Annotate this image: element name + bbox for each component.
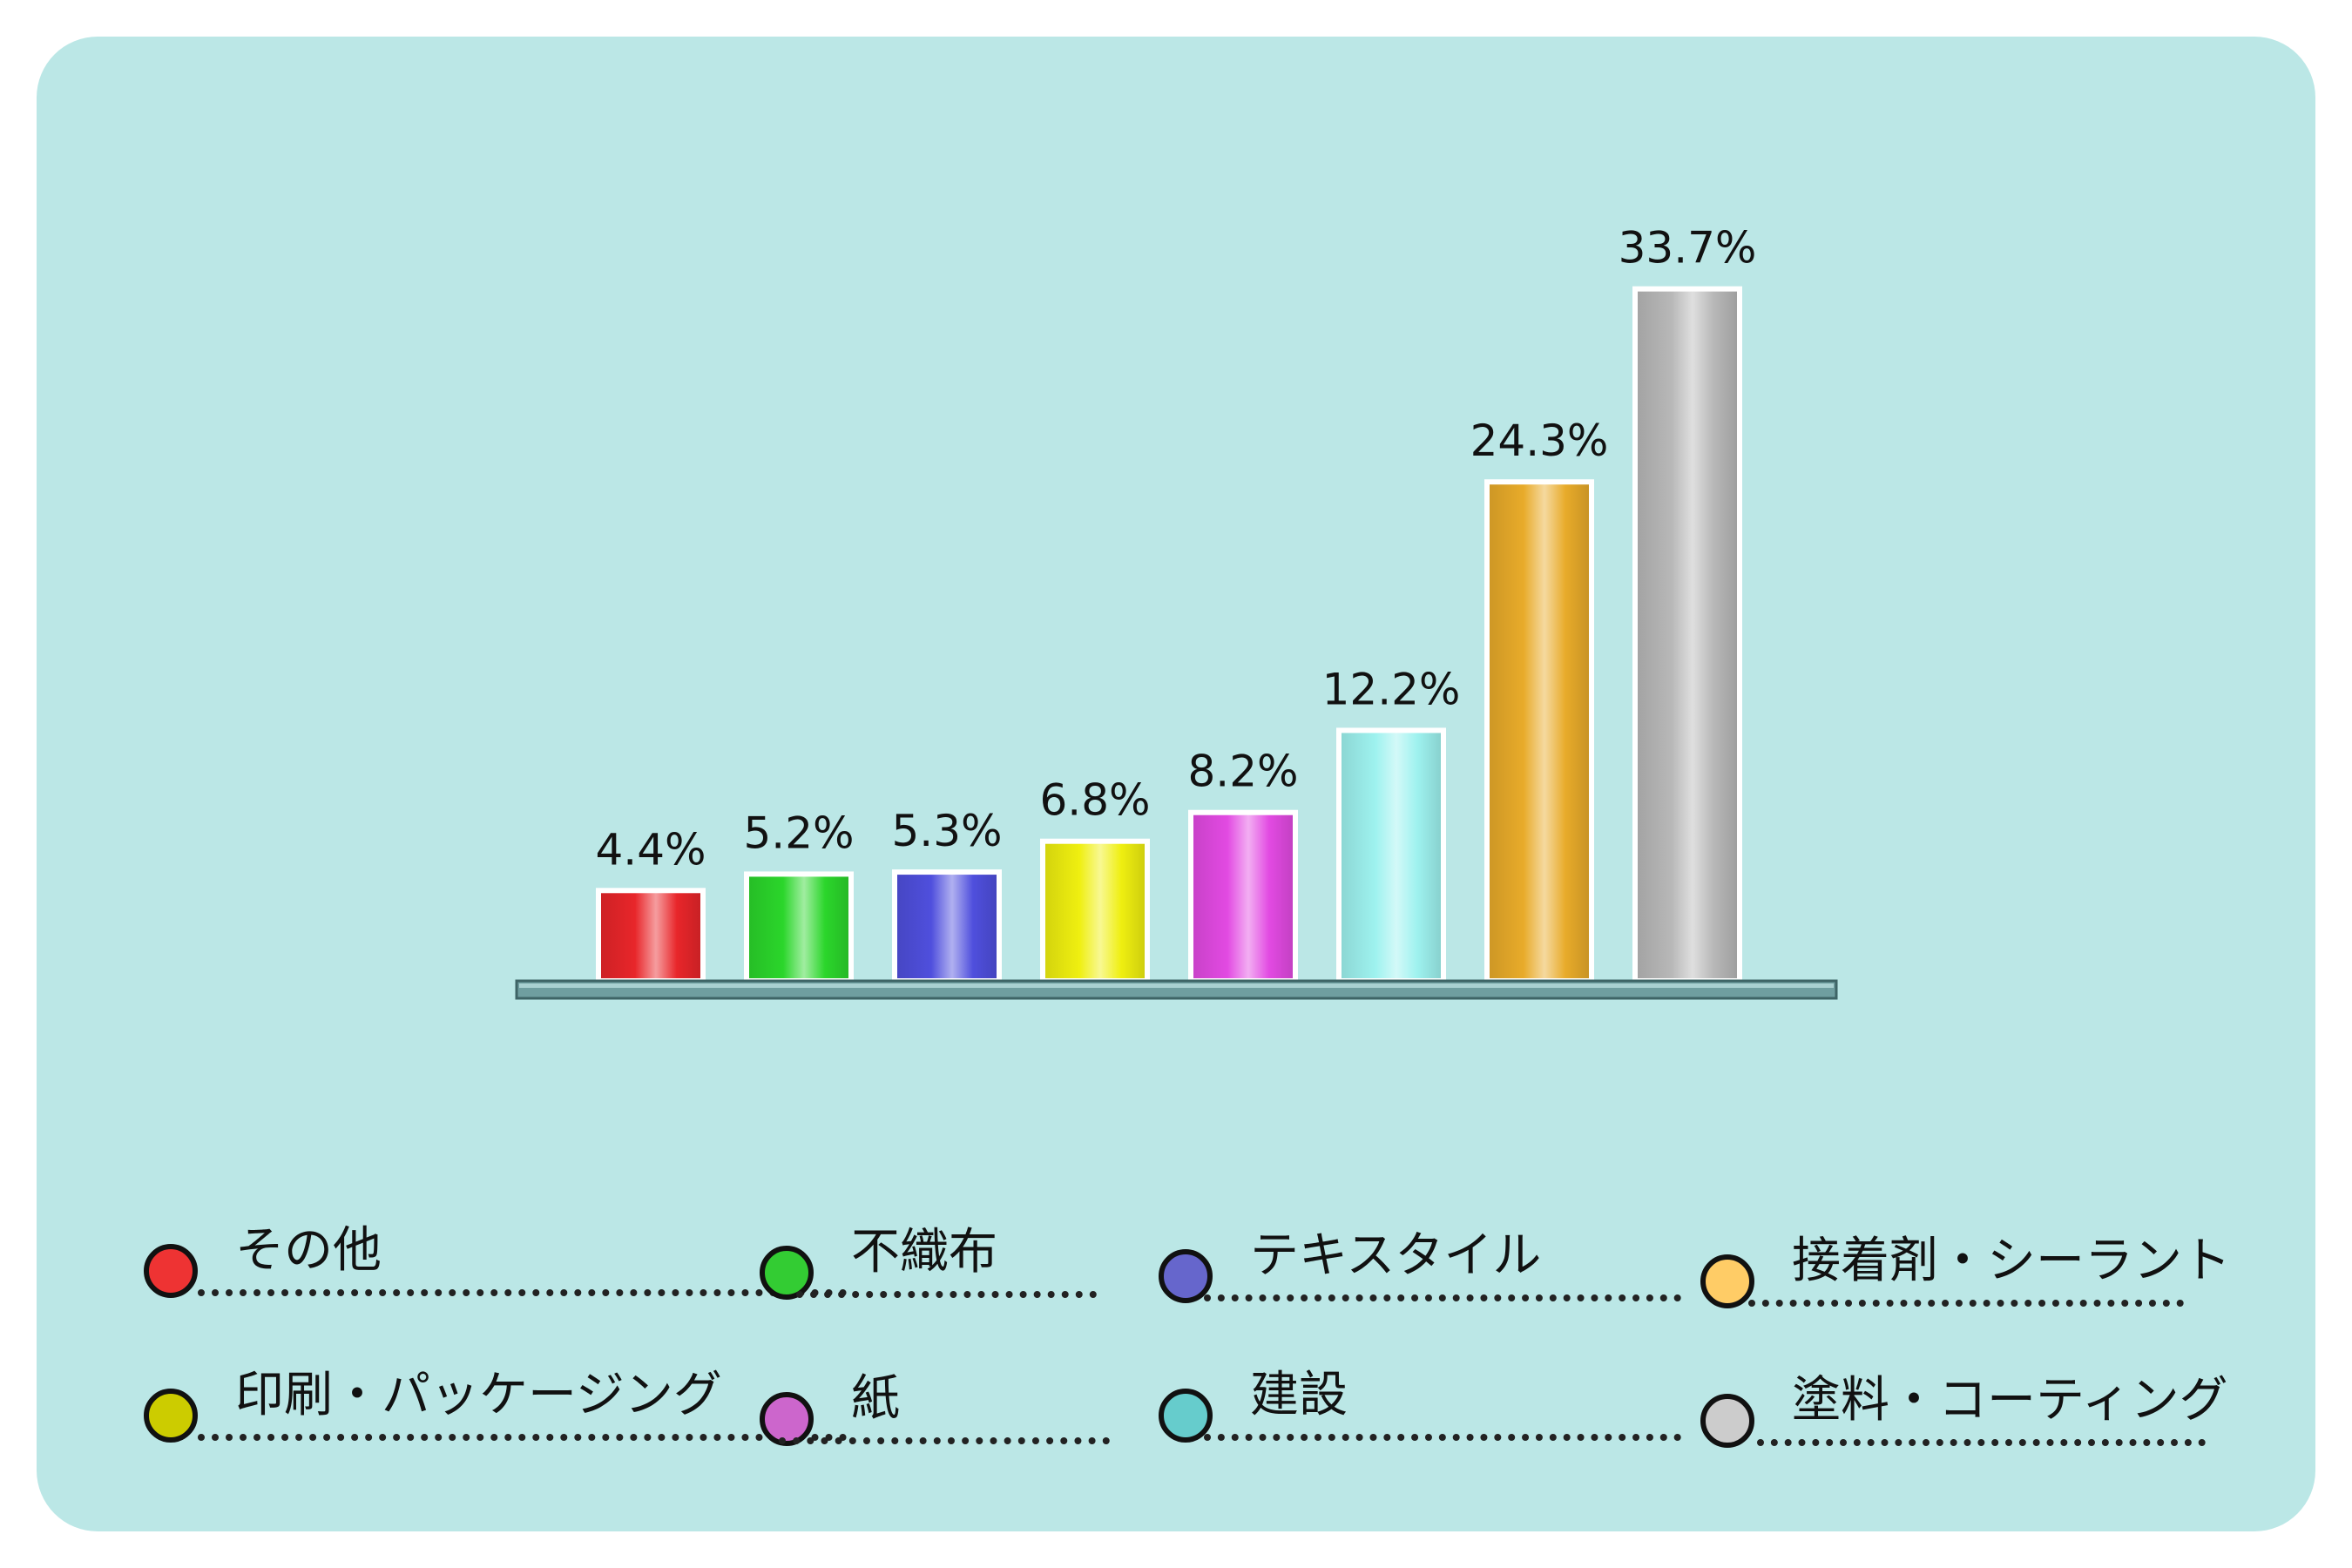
legend-dotted-line [1748,1300,2184,1307]
bar-value-label-6: 24.3% [1470,416,1609,466]
bar-5 [1336,727,1446,984]
legend-label-construction: 建設 [1250,1367,1348,1423]
legend-label-nonwoven: 不織布 [851,1224,997,1281]
legend-swatch-paper [760,1392,814,1446]
bar-0 [596,888,706,983]
bar-3 [1040,838,1150,984]
legend-dotted-line [796,1291,1097,1298]
legend-swatch-construction [1159,1389,1213,1443]
legend-item-nonwoven: 不織布 [760,1221,1108,1308]
legend-dotted-line [1757,1439,2206,1446]
bar-6 [1484,479,1594,983]
bar-value-label-5: 12.2% [1322,664,1461,714]
legend-swatch-printing-packaging [144,1389,198,1443]
bar-value-label-3: 6.8% [1039,775,1150,826]
legend-label-other: その他 [235,1222,382,1279]
bar-value-label-2: 5.3% [891,806,1002,856]
bar-value-label-4: 8.2% [1187,747,1298,797]
baseline-layer [515,979,1838,1000]
bar-value-label-1: 5.2% [743,808,854,858]
legend-item-textile: テキスタイル [1159,1225,1681,1312]
legend-item-other: その他 [144,1220,847,1307]
legend-swatch-other [144,1244,198,1298]
legend-swatch-adhesive-sealant [1700,1254,1754,1308]
bars-layer: 4.4% 5.2% 5.3% 6.8% 8.2% 12.2% 24.3% 33.7% [595,223,1757,984]
legend-item-printing-packaging: 印刷・パッケージング [144,1364,847,1451]
legend-dotted-line [1204,1294,1681,1301]
legend-dotted-line [1204,1434,1681,1441]
bar-value-label-7: 33.7% [1619,223,1757,274]
legend-label-textile: テキスタイル [1250,1227,1542,1284]
bar-1 [744,871,854,984]
legend-dotted-line [779,1437,1110,1444]
legend-item-adhesive-sealant: 接着剤・シーラント [1700,1230,2231,1317]
bar-value-label-0: 4.4% [595,824,706,875]
chart-baseline-highlight [519,983,1834,988]
bar-7 [1632,286,1742,983]
legend-swatch-nonwoven [760,1246,814,1300]
legend-label-paint-coating: 塗料・コーティング [1792,1372,2228,1429]
bar-4 [1188,809,1298,984]
legend-label-adhesive-sealant: 接着剤・シーラント [1792,1233,2231,1289]
legend-swatch-paint-coating [1700,1394,1754,1448]
legend-item-paper: 紙 [760,1368,1110,1455]
bar-2 [892,869,1002,983]
legend-label-printing-packaging: 印刷・パッケージング [235,1367,722,1423]
legend-dotted-line [198,1289,847,1296]
legend-item-construction: 建設 [1159,1364,1681,1451]
legend-label-paper: 紙 [851,1370,900,1427]
legend-swatch-textile [1159,1249,1213,1303]
legend-item-paint-coating: 塗料・コーティング [1700,1369,2240,1456]
legend-dotted-line [198,1434,847,1441]
